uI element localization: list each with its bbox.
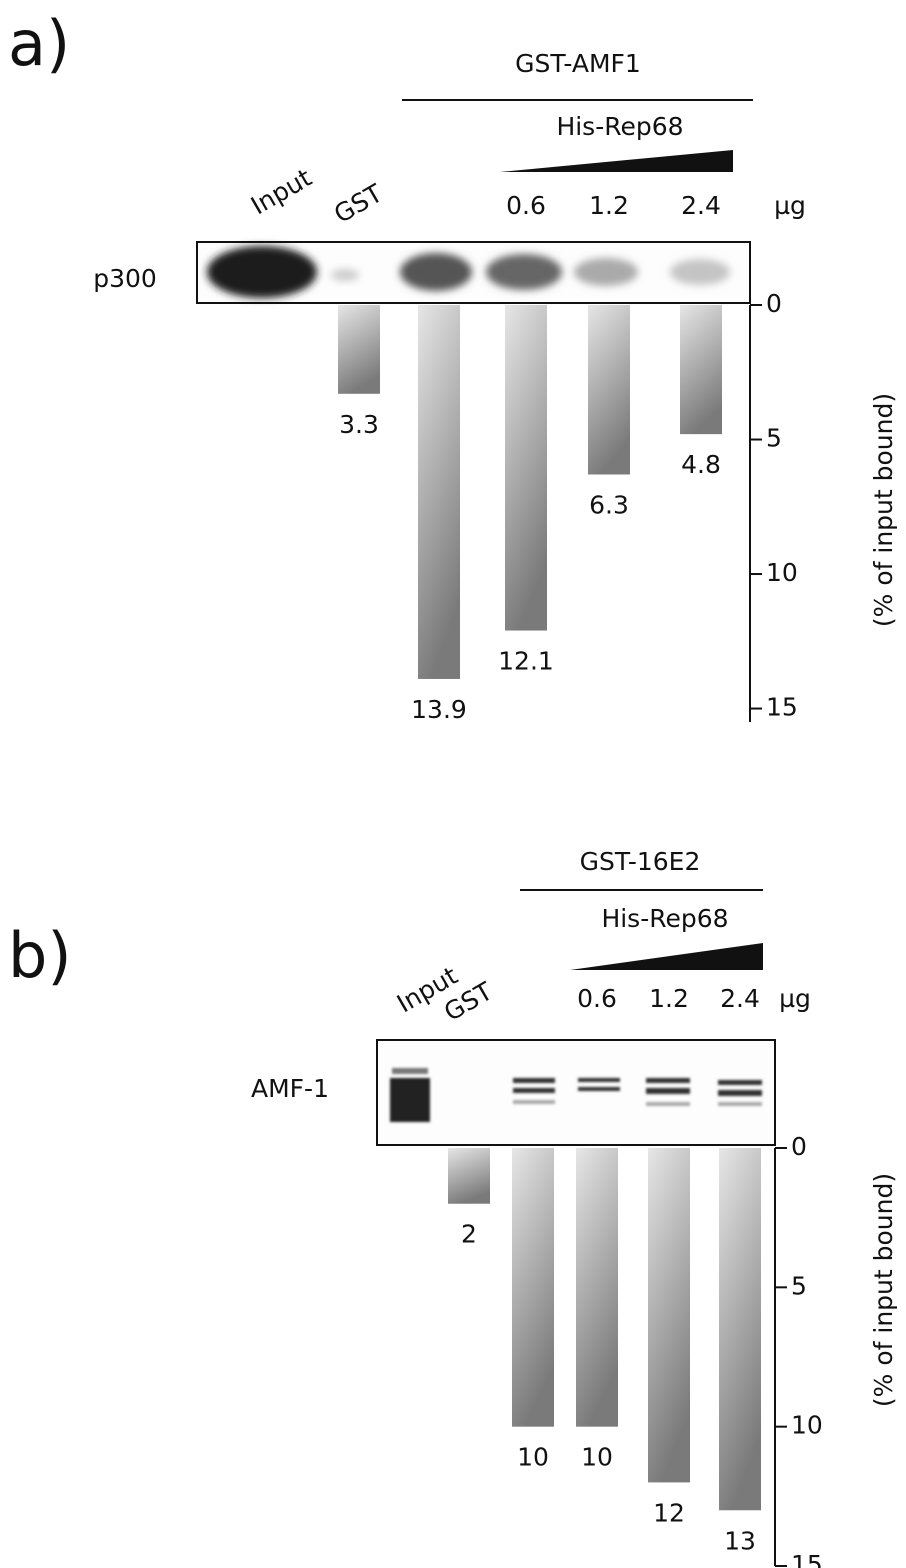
subtitle: His-Rep68	[601, 904, 728, 933]
bar	[338, 305, 380, 394]
row-label: p300	[93, 264, 157, 293]
y-axis-label: (% of input bound)	[869, 1173, 898, 1407]
value-label: 10	[517, 1443, 549, 1472]
title: GST-16E2	[580, 847, 701, 876]
lane-label: Input	[246, 163, 317, 221]
bar	[418, 305, 460, 679]
y-tick-label: 5	[766, 424, 782, 453]
value-label: 6.3	[589, 490, 629, 519]
bar	[505, 305, 547, 631]
lane-label: 0.6	[506, 191, 546, 220]
y-tick-label: 15	[791, 1550, 823, 1568]
bar	[588, 305, 630, 474]
panel-label: b)	[8, 919, 72, 992]
bar	[680, 305, 722, 434]
bar	[576, 1148, 618, 1427]
value-label: 3.3	[339, 410, 379, 439]
lane-label: 0.6	[577, 984, 617, 1013]
gel-image	[197, 242, 750, 303]
y-tick-label: 15	[766, 693, 798, 722]
y-tick-label: 0	[766, 289, 782, 318]
lane-label: 2.4	[720, 984, 760, 1013]
lane-label: 1.2	[589, 191, 629, 220]
y-tick-label: 10	[766, 558, 798, 587]
y-tick-label: 10	[791, 1411, 823, 1440]
unit-label: µg	[779, 984, 811, 1013]
value-label: 12	[653, 1498, 685, 1527]
value-label: 13	[724, 1526, 756, 1555]
bar	[648, 1148, 690, 1482]
value-label: 10	[581, 1443, 613, 1472]
value-label: 2	[461, 1220, 477, 1249]
row-label: AMF-1	[251, 1074, 329, 1103]
dose-wedge	[500, 150, 733, 172]
value-label: 12.1	[498, 647, 554, 676]
value-label: 4.8	[681, 450, 721, 479]
unit-label: µg	[774, 191, 806, 220]
bar	[512, 1148, 554, 1427]
bar	[448, 1148, 490, 1204]
gel-image	[377, 1040, 775, 1145]
subtitle: His-Rep68	[556, 112, 683, 141]
lane-label: GST	[329, 178, 388, 229]
y-tick-label: 0	[791, 1132, 807, 1161]
y-tick-label: 5	[791, 1271, 807, 1300]
bar	[719, 1148, 761, 1510]
dose-wedge	[570, 943, 763, 970]
value-label: 13.9	[411, 695, 467, 724]
lane-label: 1.2	[649, 984, 689, 1013]
lane-label: 2.4	[681, 191, 721, 220]
panel-label: a)	[8, 7, 70, 80]
title: GST-AMF1	[515, 49, 641, 78]
figure: a) GST-AMF1 His-Rep68 p300 µg (% of input bou…	[0, 0, 906, 1568]
y-axis-label: (% of input bound)	[869, 393, 898, 627]
